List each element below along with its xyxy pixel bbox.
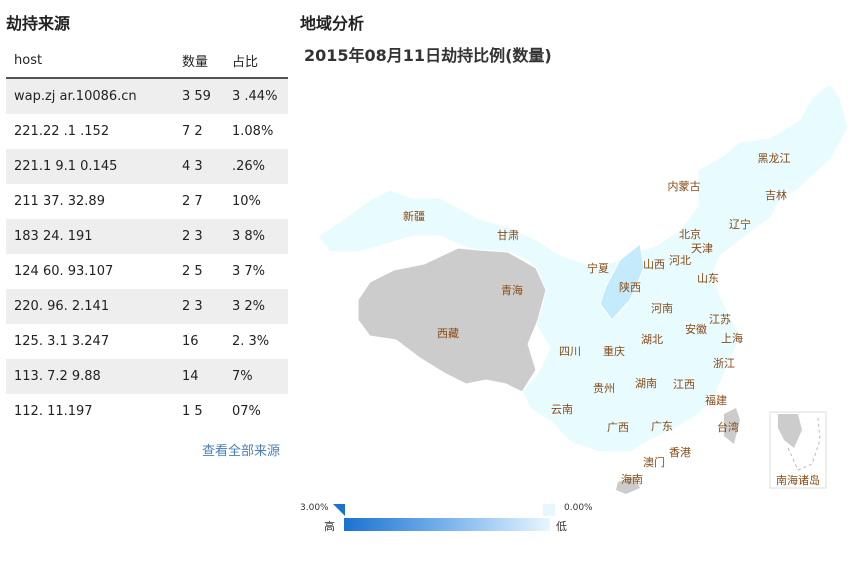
table-row: 221.1 9.1 0.145 4 3.26% xyxy=(6,149,288,184)
cell-ratio: 7% xyxy=(224,359,288,394)
cell-count: 2 5 xyxy=(182,264,203,279)
column-header-host: host xyxy=(6,43,174,79)
province-label[interactable]: 上海 xyxy=(721,331,743,345)
hijack-sources-table: host 数量 占比 wap.zj ar.10086.cn 3 59 3 .44% 2… xyxy=(6,43,288,429)
cell-host: 220. 96. 2.141 xyxy=(6,289,174,324)
table-row: 211 37. 32.89 2 7 10% xyxy=(6,184,288,219)
table-row: 112. 11.197 1 5 07% xyxy=(6,394,288,429)
cell-ratio: .26% xyxy=(224,149,288,184)
cell-count: 1 5 xyxy=(182,404,203,419)
province-label[interactable]: 湖南 xyxy=(635,377,657,390)
cell-ratio: 1.08% xyxy=(232,124,274,139)
legend-low-label: 低 xyxy=(556,520,567,533)
cell-host: wap.zj ar.10086.cn xyxy=(6,78,174,114)
province-label[interactable]: 陕西 xyxy=(619,280,641,294)
hijack-sources-title: 劫持来源 xyxy=(6,14,71,33)
province-label[interactable]: 山西 xyxy=(643,258,665,271)
province-label[interactable]: 四川 xyxy=(559,345,581,358)
province-label[interactable]: 天津 xyxy=(691,242,713,255)
map-hainan xyxy=(616,476,640,494)
map-ningxia xyxy=(599,243,645,321)
cell-count: 14 xyxy=(174,359,224,394)
cell-host: 211 37. 32.89 xyxy=(14,194,105,209)
cell-ratio: 3 .44% xyxy=(224,78,288,114)
column-header-count: 数量 xyxy=(174,43,224,79)
cell-count: 3 59 xyxy=(174,78,224,114)
province-label[interactable]: 河南 xyxy=(651,302,673,315)
province-label[interactable]: 内蒙古 xyxy=(668,179,701,193)
province-label[interactable]: 云南 xyxy=(551,403,573,416)
map-taiwan xyxy=(724,408,740,444)
province-label[interactable]: 香港 xyxy=(669,446,691,459)
legend-gradient-bar xyxy=(344,518,550,531)
cell-host: 125. 3.1 3.247 xyxy=(14,334,110,349)
table-row: 221.22 .1 .152 7 2 1.08% xyxy=(6,114,288,149)
view-all-sources-link[interactable]: 查看全部来源 xyxy=(202,444,281,459)
province-label[interactable]: 吉林 xyxy=(765,188,787,202)
province-label[interactable]: 甘肃 xyxy=(497,229,519,242)
province-label[interactable]: 广东 xyxy=(651,420,673,433)
map-mainland xyxy=(317,83,849,453)
province-label[interactable]: 江苏 xyxy=(709,313,731,326)
legend-handle-high[interactable] xyxy=(333,504,345,516)
province-label[interactable]: 浙江 xyxy=(713,357,735,370)
cell-ratio: 07% xyxy=(232,404,261,419)
cell-host: 221.1 9.1 0.145 xyxy=(6,149,174,184)
province-label[interactable]: 福建 xyxy=(705,393,727,407)
table-row: 125. 3.1 3.247 16 2. 3% xyxy=(6,324,288,359)
cell-count: 2 7 xyxy=(182,194,203,209)
province-label[interactable]: 重庆 xyxy=(603,344,625,358)
province-label[interactable]: 辽宁 xyxy=(729,217,751,231)
cell-ratio: 3 2% xyxy=(224,289,288,324)
table-row: 124 60. 93.107 2 5 3 7% xyxy=(6,254,288,289)
cell-host: 112. 11.197 xyxy=(14,404,93,419)
province-label[interactable]: 广西 xyxy=(607,421,629,434)
cell-count: 16 xyxy=(182,334,199,349)
chart-title: 2015年08月11日劫持比例(数量) xyxy=(304,46,552,65)
column-header-ratio: 占比 xyxy=(224,43,288,79)
province-label[interactable]: 湖北 xyxy=(641,333,663,346)
province-label[interactable]: 北京 xyxy=(679,227,701,241)
province-label[interactable]: 西藏 xyxy=(437,327,459,340)
region-analysis-title: 地域分析 xyxy=(300,14,365,33)
cell-host: 183 24. 191 xyxy=(6,219,174,254)
cell-ratio: 3 8% xyxy=(224,219,288,254)
table-row: 113. 7.2 9.88 14 7% xyxy=(6,359,288,394)
hijack-sources-panel: 劫持来源 host 数量 占比 wap.zj ar.10086.cn 3 59 3 … xyxy=(6,0,289,459)
legend-high-label: 高 xyxy=(324,520,335,533)
province-label[interactable]: 南海诸岛 xyxy=(776,473,820,487)
cell-ratio: 3 7% xyxy=(232,264,266,279)
province-label[interactable]: 海南 xyxy=(621,472,643,486)
cell-host: 221.22 .1 .152 xyxy=(14,124,110,139)
province-label[interactable]: 宁夏 xyxy=(587,261,609,275)
province-label[interactable]: 山东 xyxy=(697,272,719,285)
cell-count: 4 3 xyxy=(174,149,224,184)
province-label[interactable]: 黑龙江 xyxy=(758,152,791,165)
cell-count: 2 3 xyxy=(174,219,224,254)
table-row: wap.zj ar.10086.cn 3 59 3 .44% xyxy=(6,78,288,114)
region-analysis-panel: 黑龙江吉林 内蒙古辽宁 新疆甘肃 北京 天津宁夏 山西 河北 山东青海 陕西 河南江苏西藏 湖北 安徽… xyxy=(300,0,856,568)
province-label[interactable]: 江西 xyxy=(673,378,695,391)
cell-count: 7 2 xyxy=(182,124,203,139)
cell-host: 124 60. 93.107 xyxy=(14,264,114,279)
province-label[interactable]: 澳门 xyxy=(643,455,665,469)
legend-handle-low[interactable] xyxy=(543,504,555,516)
province-label[interactable]: 河北 xyxy=(669,254,691,267)
map-grey-region xyxy=(357,247,547,393)
cell-ratio: 2. 3% xyxy=(232,334,270,349)
cell-host: 113. 7.2 9.88 xyxy=(6,359,174,394)
legend-max-value: 3.00% xyxy=(300,503,329,513)
cell-count: 2 3 xyxy=(174,289,224,324)
province-label[interactable]: 贵州 xyxy=(593,382,615,395)
cell-ratio: 10% xyxy=(232,194,261,209)
province-label[interactable]: 青海 xyxy=(501,283,523,297)
province-label[interactable]: 安徽 xyxy=(685,322,707,336)
province-label[interactable]: 台湾 xyxy=(717,420,739,434)
province-label[interactable]: 新疆 xyxy=(403,209,425,223)
table-header-row: host 数量 占比 xyxy=(6,43,288,79)
legend-min-value: 0.00% xyxy=(564,503,593,513)
